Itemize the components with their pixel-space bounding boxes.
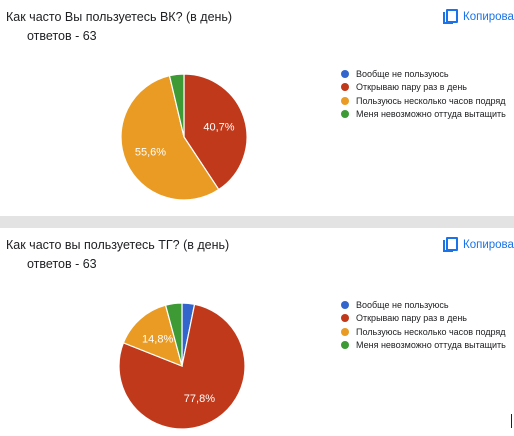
legend-swatch: [341, 314, 349, 323]
legend-item: Открываю пару раз в день: [341, 81, 506, 95]
copy-icon: [443, 9, 458, 25]
slice-label: 77,8%: [184, 393, 215, 405]
chart-legend: Вообще не пользуюсь Открываю пару раз в д…: [341, 67, 506, 121]
copy-button-label: Копирова: [463, 11, 514, 23]
response-count: ответов - 63: [27, 29, 97, 43]
legend-label: Вообще не пользуюсь: [356, 68, 449, 79]
legend-item: Открываю пару раз в день: [341, 312, 506, 326]
legend-item: Меня невозможно оттуда вытащить: [341, 339, 506, 353]
chart-title: Как часто вы пользуетесь ТГ? (в день): [6, 238, 230, 252]
legend-label: Меня невозможно оттуда вытащить: [356, 109, 506, 120]
legend-item: Вообще не пользуюсь: [341, 67, 506, 81]
legend-swatch: [341, 110, 349, 119]
pie-slice-2: [120, 74, 220, 201]
legend-swatch: [341, 341, 349, 350]
text-cursor: [511, 414, 512, 428]
legend-swatch: [341, 327, 349, 336]
section-separator: [0, 216, 514, 228]
chart-title: Как часто Вы пользуетесь ВК? (в день): [6, 10, 233, 24]
legend-swatch: [341, 69, 349, 78]
legend-item: Вообще не пользуюсь: [341, 298, 506, 312]
copy-chart-button[interactable]: Копирова: [443, 8, 514, 26]
slice-label: 40,7%: [203, 121, 234, 133]
legend-item: Пользуюсь несколько часов подряд: [341, 325, 506, 339]
pie-slice-2: [122, 304, 183, 367]
pie-chart: 77,8% 14,8%: [118, 302, 246, 430]
legend-label: Вообще не пользуюсь: [356, 299, 449, 310]
legend-label: Открываю пару раз в день: [356, 313, 467, 324]
legend-label: Меня невозможно оттуда вытащить: [356, 340, 506, 351]
chart-card-vk: Как часто Вы пользуетесь ВК? (в день) от…: [0, 0, 514, 216]
legend-label: Пользуюсь несколько часов подряд: [356, 326, 506, 337]
copy-chart-button[interactable]: Копирова: [443, 236, 514, 254]
copy-icon: [443, 237, 458, 253]
chart-card-tg: Как часто вы пользуетесь ТГ? (в день) от…: [0, 228, 514, 435]
legend-item: Пользуюсь несколько часов подряд: [341, 94, 506, 108]
legend-label: Открываю пару раз в день: [356, 82, 467, 93]
chart-legend: Вообще не пользуюсь Открываю пару раз в д…: [341, 298, 506, 352]
pie-slice-3: [168, 73, 185, 138]
slice-label: 14,8%: [142, 334, 173, 346]
response-count: ответов - 63: [27, 257, 97, 271]
legend-label: Пользуюсь несколько часов подряд: [356, 95, 506, 106]
legend-swatch: [341, 83, 349, 92]
copy-button-label: Копирова: [463, 239, 514, 251]
legend-swatch: [341, 96, 349, 105]
pie-slice-3: [164, 302, 183, 367]
legend-item: Меня невозможно оттуда вытащить: [341, 108, 506, 122]
slice-label: 55,6%: [135, 147, 166, 159]
legend-swatch: [341, 300, 349, 309]
pie-chart: 40,7% 55,6%: [120, 73, 248, 201]
